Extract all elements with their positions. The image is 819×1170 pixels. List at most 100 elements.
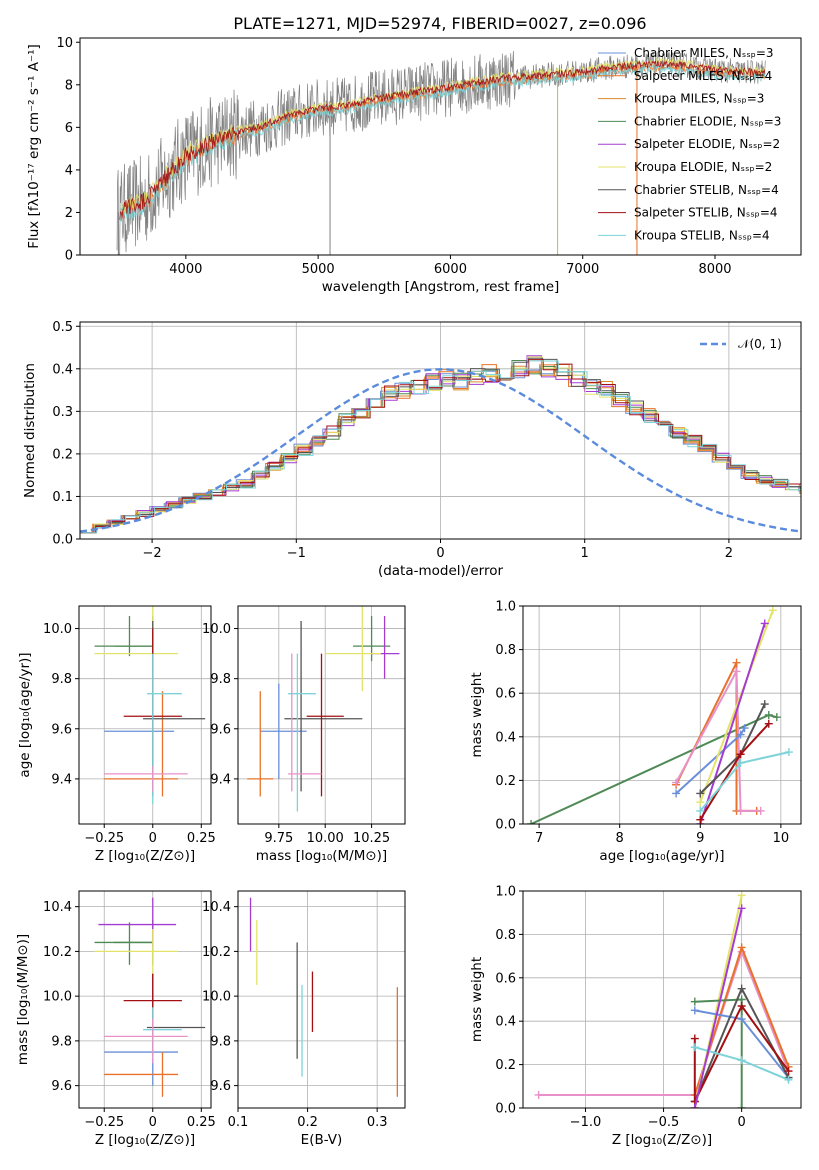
histogram-series [80, 356, 801, 534]
axes-frame [522, 605, 802, 825]
legend-entry: Salpeter ELODIE, Nₛₛₚ=2 [634, 137, 780, 151]
x-tick-label: −2 [143, 546, 162, 561]
y-tick-label: 0.0 [52, 533, 73, 548]
y-tick-label: 0.4 [52, 362, 73, 377]
x-tick-label: 8 [616, 831, 624, 846]
legend-entry: Chabrier MILES, Nₛₛₚ=3 [634, 46, 774, 60]
x-tick-label: 0.25 [187, 831, 216, 846]
x-tick-label: −1 [287, 546, 306, 561]
weight-marker [772, 713, 781, 722]
model-spectrum-line [119, 65, 766, 226]
x-tick-label: −0.25 [84, 1115, 124, 1130]
y-tick-label: 0.5 [52, 320, 73, 335]
x-tick-label: 10.25 [353, 831, 390, 846]
weight-marker [737, 984, 746, 993]
y-tick-label: 0.2 [495, 1058, 516, 1073]
legend-entry: Kroupa ELODIE, Nₛₛₚ=2 [634, 160, 772, 174]
x-tick-label: 0.25 [187, 1115, 216, 1130]
y-tick-label: 10.4 [43, 900, 72, 915]
histogram-series [81, 357, 801, 534]
mass-vs-reddening-panel: 0.1 0.2 0.3 9.6 9.8 10.0 10.2 10.4 E(B-V) [202, 890, 406, 1148]
y-tick-label: 9.4 [210, 772, 231, 787]
x-tick-label: 0.3 [367, 1115, 388, 1130]
weight-marker [764, 711, 773, 719]
axes-frame [78, 605, 212, 825]
y-tick-label: 10 [56, 36, 73, 51]
y-tick-label: 1.0 [495, 885, 516, 900]
y-tick-label: 0.2 [52, 447, 73, 462]
weight-marker [736, 806, 745, 815]
y-tick-label: 0.2 [495, 774, 516, 789]
legend-entry: Salpeter MILES, Nₛₛₚ=4 [634, 69, 772, 83]
weight-marker [732, 667, 741, 676]
y-tick-label: 10.2 [202, 945, 231, 960]
gaussian-curve [80, 368, 801, 533]
x-tick-label: 0 [149, 831, 157, 846]
x-axis-label: wavelength [Angstrom, rest frame] [322, 279, 560, 295]
legend-entry: Chabrier STELIB, Nₛₛₚ=4 [634, 183, 779, 197]
y-tick-label: 2 [65, 206, 73, 221]
axes-frame [522, 890, 802, 1109]
x-axis-label: (data-model)/error [378, 563, 504, 579]
y-axis-label: mass [log₁₀(M/M⊙)] [15, 934, 31, 1065]
x-tick-label: 9 [696, 831, 704, 846]
weight-marker [696, 789, 705, 798]
weight-marker [732, 658, 741, 667]
x-tick-label: 10.00 [307, 831, 344, 846]
y-tick-label: 1.0 [495, 600, 516, 615]
y-tick-label: 10.0 [202, 622, 231, 637]
weight-marker [690, 1006, 699, 1015]
y-axis-label: mass weight [469, 672, 485, 757]
weight-marker [756, 806, 765, 815]
plot-area [534, 891, 793, 1108]
weight-marker [534, 1090, 543, 1099]
weight-marker [736, 758, 745, 767]
x-tick-label: 10 [773, 831, 790, 846]
y-tick-label: 0.8 [495, 928, 516, 943]
plot-area [527, 606, 793, 824]
x-tick-label: 2 [725, 546, 733, 561]
x-axis-label: Z [log₁₀(Z/Z⊙)] [95, 1132, 195, 1148]
figure-title: PLATE=1271, MJD=52974, FIBERID=0027, z=0… [233, 14, 646, 33]
weight-marker [696, 806, 705, 815]
x-tick-label: 0 [738, 1115, 746, 1130]
legend-entry: Salpeter STELIB, Nₛₛₚ=4 [634, 206, 778, 220]
mass-weight-vs-metallicity-panel: −1.0 −0.5 0 0.0 0.2 0.4 0.6 0.8 1.0 Z [log₁₀(Z/Z⊙… [469, 885, 802, 1148]
weight-marker [740, 724, 749, 733]
y-tick-label: 0.0 [495, 818, 516, 833]
weight-marker [690, 1104, 699, 1108]
x-tick-label: 0.1 [228, 1115, 249, 1130]
axes-frame [237, 890, 406, 1109]
model-spectrum-line [119, 59, 766, 220]
plot-area [94, 606, 206, 804]
weight-marker [764, 719, 773, 728]
legend-entry: Chabrier ELODIE, Nₛₛₚ=3 [634, 114, 781, 128]
age-vs-metallicity-panel: −0.25 0 0.25 9.4 9.6 9.8 10.0 Z [log₁₀(Z/Z⊙)] ag… [17, 605, 216, 864]
weight-marker [737, 891, 746, 900]
x-tick-label: 1 [581, 546, 589, 561]
y-tick-label: 9.8 [51, 1034, 72, 1049]
x-tick-label: −0.25 [84, 831, 124, 846]
weight-series-line [675, 667, 761, 812]
x-axis-label: age [log₁₀(age/yr)] [599, 848, 724, 864]
y-tick-label: 10.0 [202, 990, 231, 1005]
plot-area [249, 897, 398, 1097]
y-tick-label: 9.6 [210, 722, 231, 737]
plot-area [247, 606, 400, 812]
y-tick-label: 10.4 [202, 900, 231, 915]
x-tick-label: 7000 [566, 262, 599, 277]
y-tick-label: 4 [65, 163, 73, 178]
y-tick-label: 9.4 [51, 772, 72, 787]
y-tick-label: 0.1 [52, 490, 73, 505]
y-tick-label: 10.0 [43, 622, 72, 637]
weight-marker [737, 1056, 746, 1065]
residual-histogram-panel: −2 −1 0 1 2 0.0 0.1 0.2 0.3 0.4 0.5 (data-model)/er… [22, 320, 802, 579]
y-tick-label: 10.0 [43, 990, 72, 1005]
weight-marker [768, 606, 777, 615]
histogram-series [80, 355, 801, 534]
y-tick-label: 0.6 [495, 971, 516, 986]
x-tick-label: 9.75 [264, 831, 293, 846]
histogram-series [82, 360, 801, 534]
plot-area [116, 50, 766, 255]
x-tick-label: 8000 [698, 262, 731, 277]
